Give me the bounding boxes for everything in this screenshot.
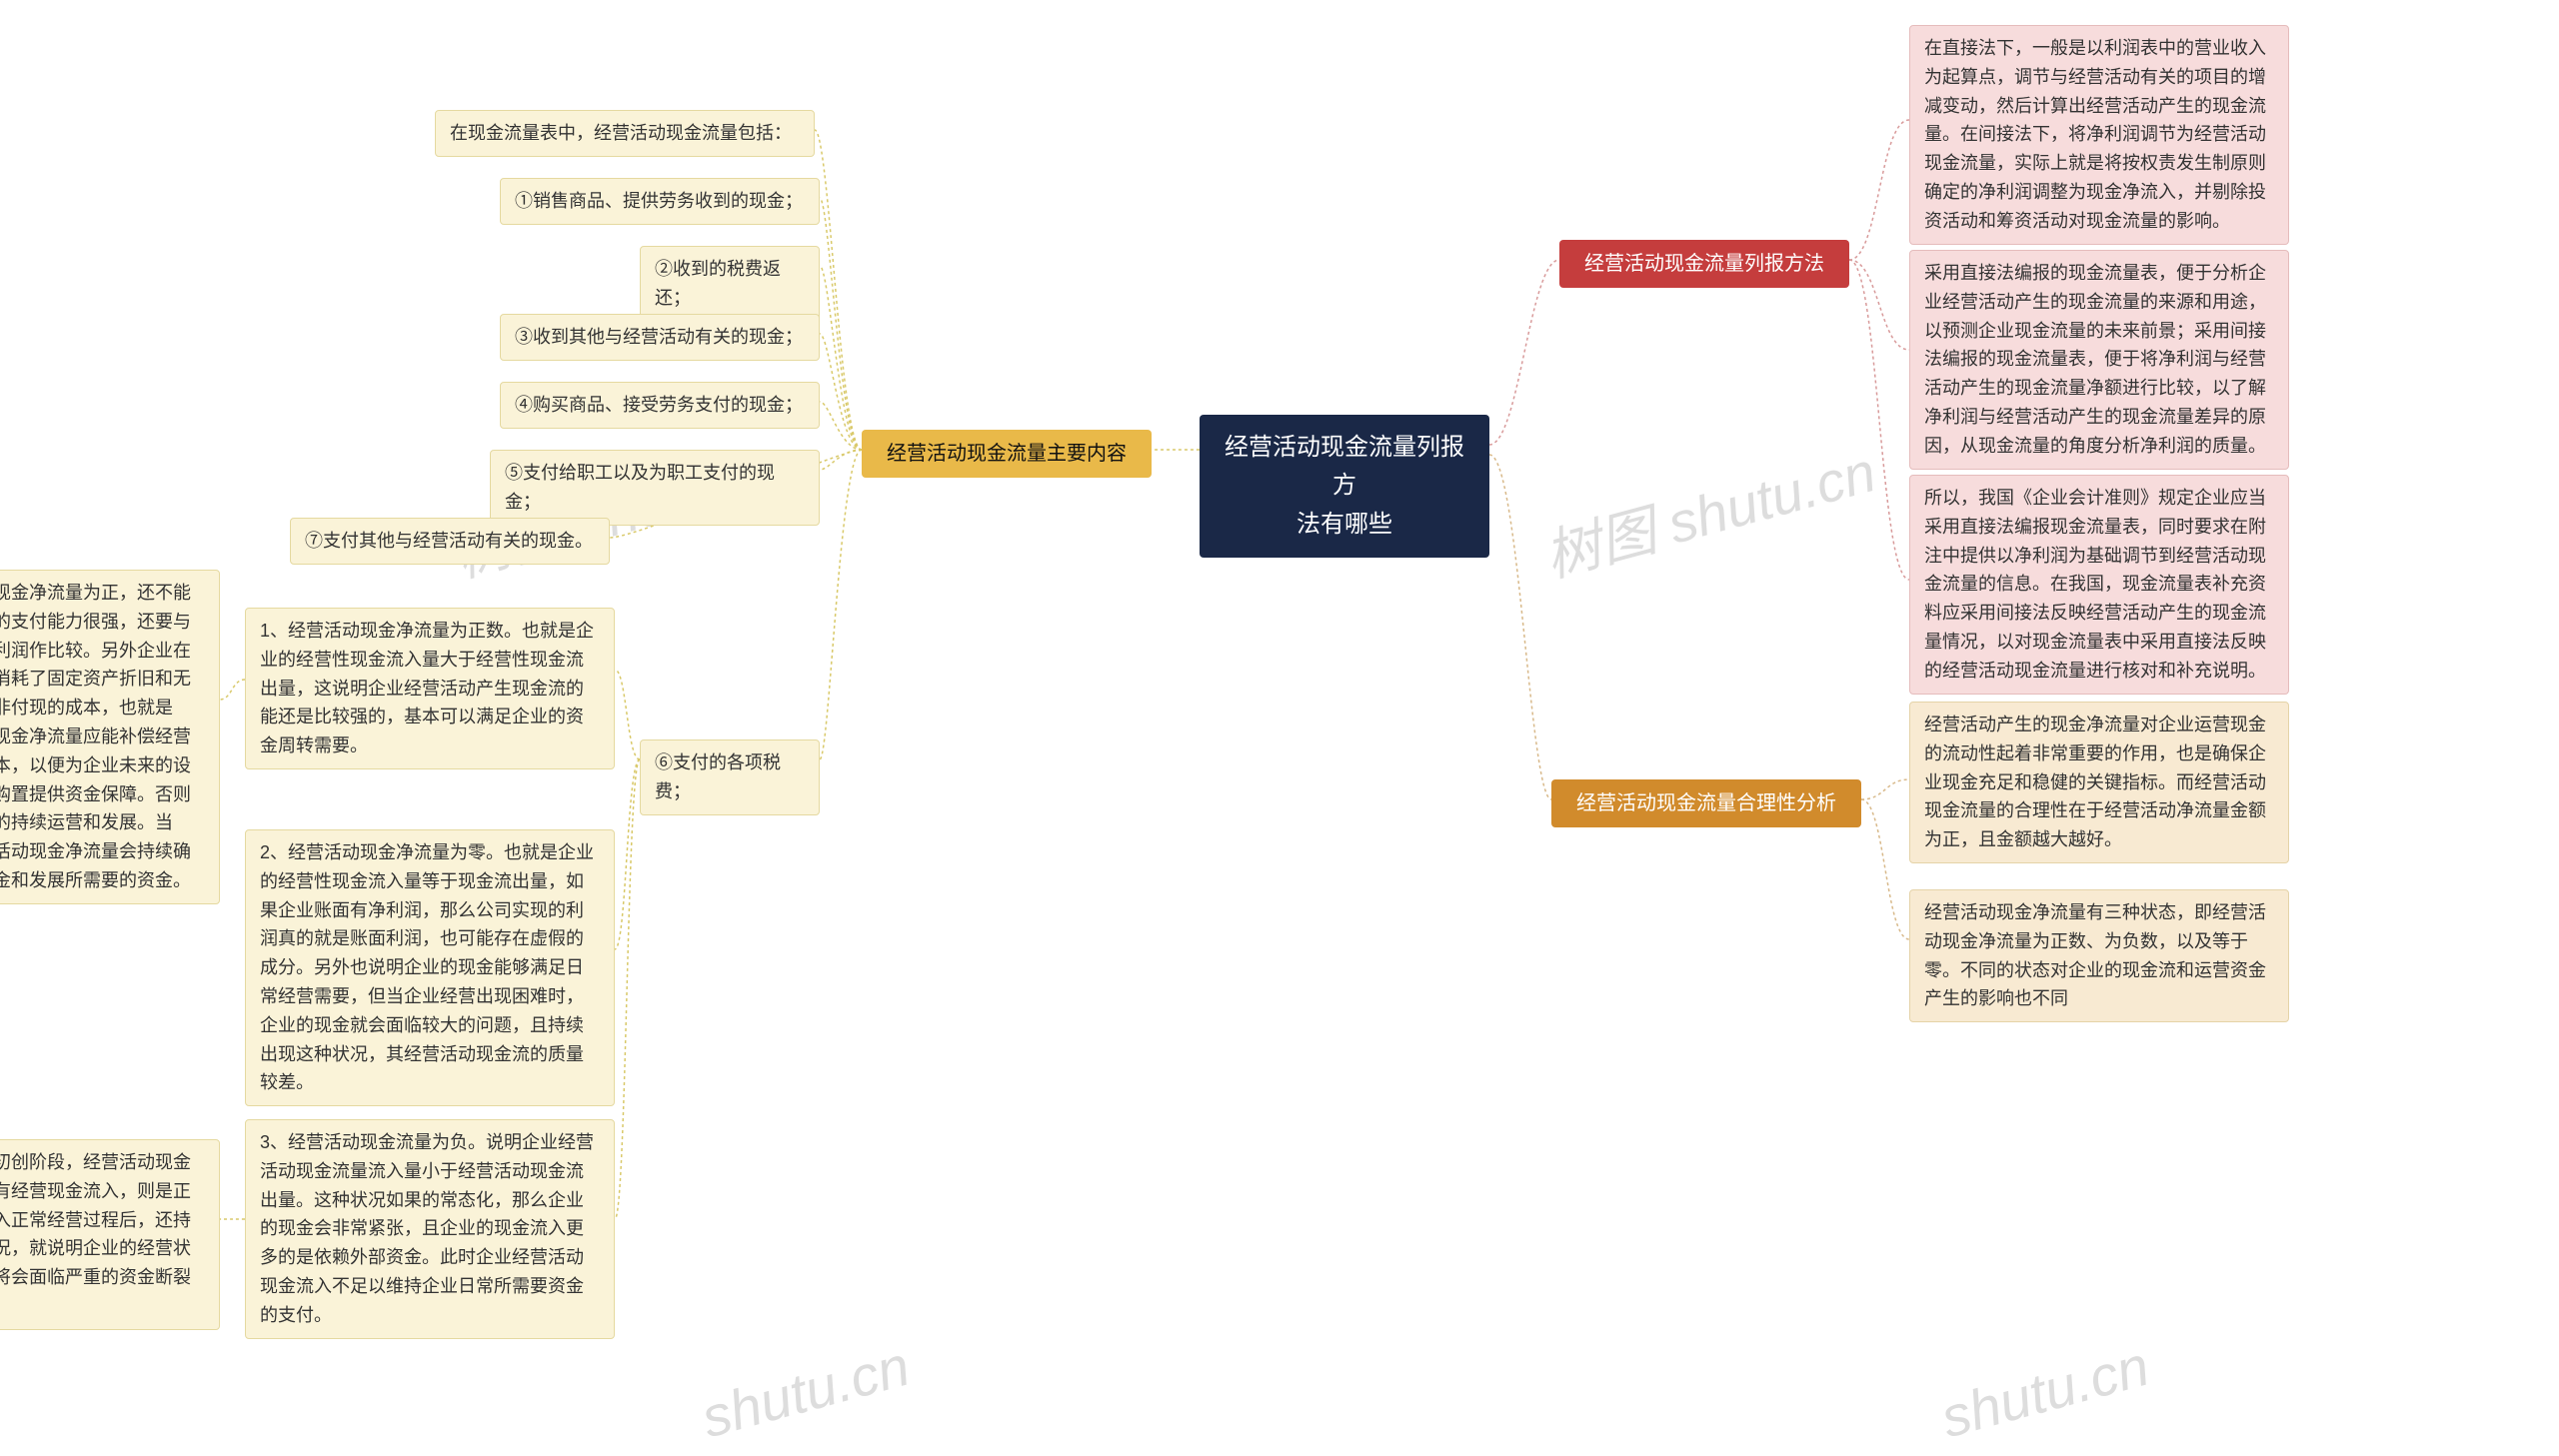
- leaf-item-2[interactable]: ②收到的税费返还；: [640, 246, 820, 322]
- branch-report-method[interactable]: 经营活动现金流量列报方法: [1559, 240, 1849, 288]
- leaf-method-2[interactable]: 采用直接法编报的现金流量表，便于分析企业经营活动产生的现金流量的来源和用途，以预…: [1909, 250, 2289, 470]
- leaf-intro[interactable]: 在现金流量表中，经营活动现金流量包括：: [435, 110, 815, 157]
- leaf-item-1[interactable]: ①销售商品、提供劳务收到的现金；: [500, 178, 820, 225]
- watermark: 树图 shutu.cn: [1534, 427, 1883, 593]
- leaf-item-4[interactable]: ④购买商品、接受劳务支付的现金；: [500, 382, 820, 429]
- leaf-6-child-2[interactable]: 2、经营活动现金净流量为零。也就是企业的经营性现金流入量等于现金流出量，如果企业…: [245, 829, 615, 1106]
- root-node[interactable]: 经营活动现金流量列报方法有哪些: [1200, 415, 1489, 558]
- leaf-6-child-3[interactable]: 3、经营活动现金流量为负。说明企业经营活动现金流量流入量小于经营活动现金流出量。…: [245, 1119, 615, 1339]
- branch-rationality[interactable]: 经营活动现金流量合理性分析: [1551, 779, 1861, 827]
- leaf-6-child-3-detail[interactable]: 如果企业处于初创阶段，经营活动现金流入很少或没有经营现金流入，则是正常状态，但进…: [0, 1139, 220, 1330]
- watermark: shutu.cn: [695, 1333, 916, 1451]
- leaf-item-3[interactable]: ③收到其他与经营活动有关的现金；: [500, 314, 820, 361]
- branch-main-content[interactable]: 经营活动现金流量主要内容: [862, 430, 1152, 478]
- leaf-method-1[interactable]: 在直接法下，一般是以利润表中的营业收入为起算点，调节与经营活动有关的项目的增减变…: [1909, 25, 2289, 245]
- leaf-rational-1[interactable]: 经营活动产生的现金净流量对企业运营现金的流动性起着非常重要的作用，也是确保企业现…: [1909, 702, 2289, 863]
- leaf-item-7[interactable]: ⑦支付其他与经营活动有关的现金。: [290, 518, 610, 565]
- leaf-method-3[interactable]: 所以，我国《企业会计准则》规定企业应当采用直接法编报现金流量表，同时要求在附注中…: [1909, 475, 2289, 695]
- leaf-rational-2[interactable]: 经营活动现金净流量有三种状态，即经营活动现金净流量为正数、为负数，以及等于零。不…: [1909, 889, 2289, 1022]
- leaf-6-child-1-detail[interactable]: 但是经营活动现金净流量为正，还不能说明企业现金的支付能力很强，还要与企业实现的净…: [0, 570, 220, 904]
- leaf-6-child-1[interactable]: 1、经营活动现金净流量为正数。也就是企业的经营性现金流入量大于经营性现金流出量，…: [245, 608, 615, 769]
- leaf-item-6[interactable]: ⑥支付的各项税费；: [640, 739, 820, 815]
- leaf-item-5[interactable]: ⑤支付给职工以及为职工支付的现金；: [490, 450, 820, 526]
- watermark: shutu.cn: [1934, 1333, 2155, 1451]
